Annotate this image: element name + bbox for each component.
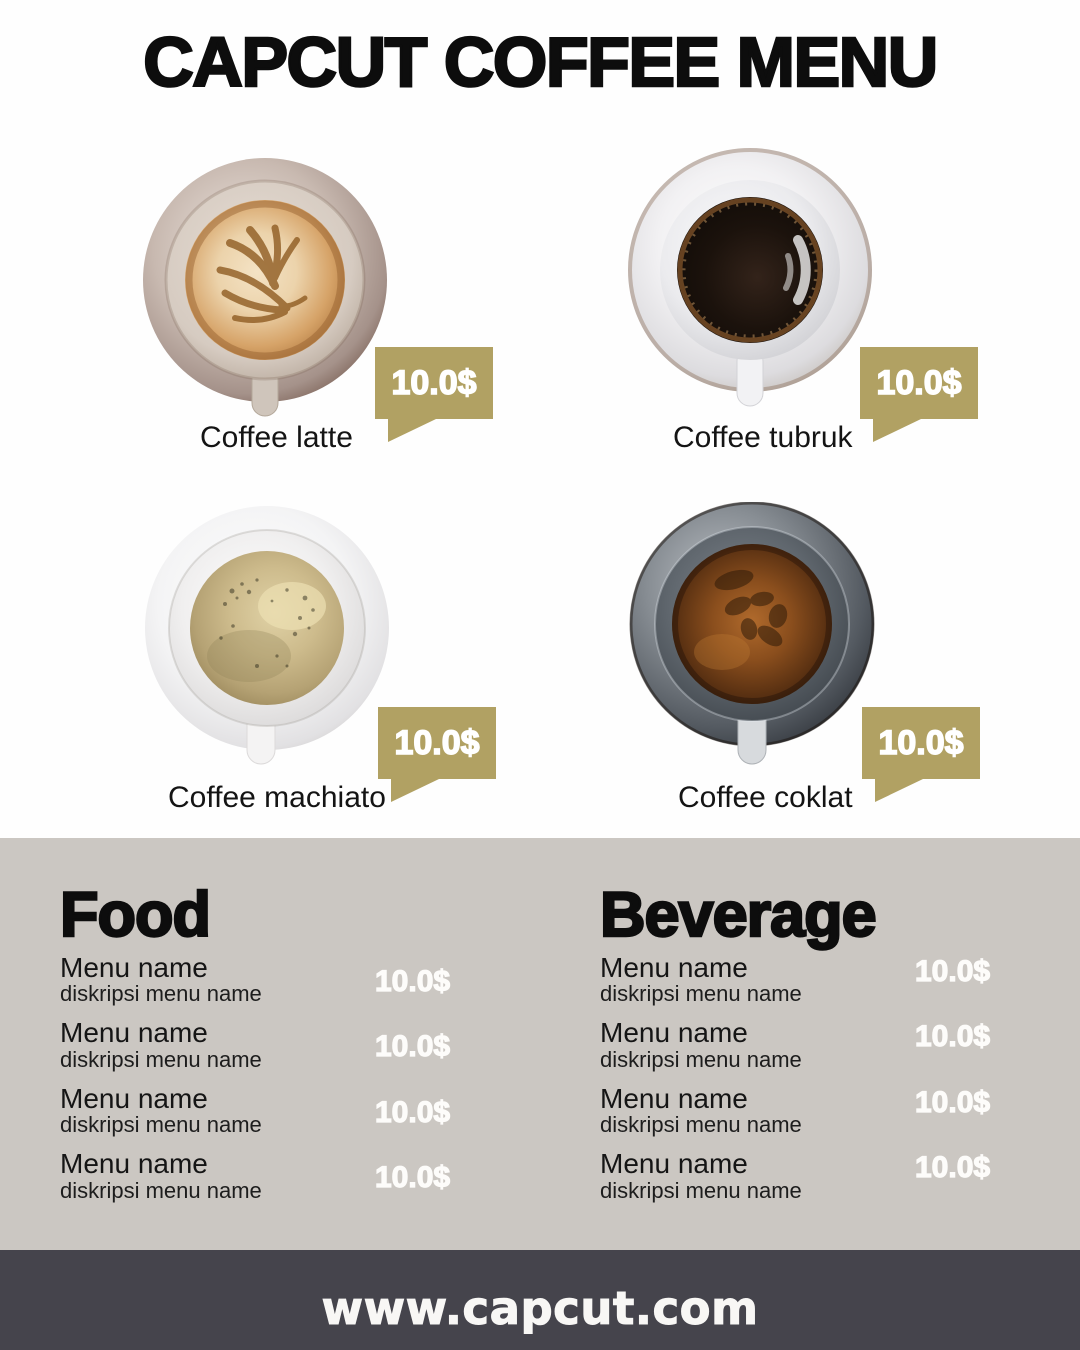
latte-cup-image: [143, 158, 387, 417]
menu-item-description: diskripsi menu name: [600, 1177, 802, 1203]
chocolate-coffee-cup-image: [629, 502, 875, 765]
macchiato-cup-image: [145, 506, 389, 765]
menu-item-name: Menu name: [60, 1148, 208, 1180]
menu-item-row: Menu name diskripsi menu name 10.0$: [600, 1082, 1020, 1138]
menu-item-price: 10.0$: [374, 964, 451, 998]
menu-item-price: 10.0$: [374, 1095, 451, 1129]
menu-item-row: Menu name diskripsi menu name 10.0$: [600, 1148, 1020, 1203]
menu-item-name: Menu name: [60, 1082, 208, 1114]
menu-item-price: 10.0$: [914, 954, 991, 988]
menu-heading-beverage: Beverage: [599, 880, 878, 950]
menu-item-price: 10.0$: [914, 1151, 991, 1185]
price-tag-value: 10.0$: [878, 723, 965, 763]
menu-item-name: Menu name: [600, 1017, 748, 1049]
menu-section-food: Food Menu name diskripsi menu name 10.0$…: [59, 880, 480, 1215]
menu-item-row: Menu name diskripsi menu name 10.0$: [60, 1148, 480, 1203]
menu-item-description: diskripsi menu name: [600, 981, 802, 1007]
menu-item-row: Menu name diskripsi menu name 10.0$: [600, 952, 1020, 1007]
price-tag: 10.0$: [378, 707, 496, 802]
menu-item-name: Menu name: [600, 1148, 748, 1180]
menu-item-description: diskripsi menu name: [60, 1177, 262, 1203]
menu-heading-food: Food: [59, 880, 212, 950]
product-name: Coffee coklat: [678, 781, 853, 814]
product-name: Coffee machiato: [168, 781, 386, 814]
product-name: Coffee tubruk: [673, 421, 853, 454]
price-tag: 10.0$: [375, 347, 493, 442]
menu-item-row: Menu name diskripsi menu name 10.0$: [60, 1082, 480, 1138]
page-title: CAPCUT COFFEE MENU: [142, 22, 940, 103]
menu-item-name: Menu name: [60, 952, 208, 983]
menu-panel: Food Menu name diskripsi menu name 10.0$…: [0, 838, 1080, 1250]
menu-section-beverage: Beverage Menu name diskripsi menu name 1…: [599, 880, 1020, 1215]
price-tag: 10.0$: [862, 707, 980, 802]
menu-item-row: Menu name diskripsi menu name 10.0$: [60, 1017, 480, 1072]
menu-item-description: diskripsi menu name: [60, 1046, 262, 1072]
footer-bar: www.capcut.com: [0, 1250, 1080, 1350]
price-tag-value: 10.0$: [391, 363, 478, 403]
menu-item-row: Menu name diskripsi menu name 10.0$: [60, 952, 480, 1007]
menu-item-name: Menu name: [60, 1017, 208, 1049]
menu-item-price: 10.0$: [914, 1020, 991, 1054]
menu-item-description: diskripsi menu name: [600, 1112, 802, 1138]
menu-item-description: diskripsi menu name: [600, 1046, 802, 1072]
black-coffee-cup-image: [628, 148, 872, 407]
footer-website-url: www.capcut.com: [321, 1281, 759, 1335]
price-tag-value: 10.0$: [394, 723, 481, 763]
product-name: Coffee latte: [200, 421, 353, 454]
menu-item-price: 10.0$: [374, 1030, 451, 1064]
price-tag-value: 10.0$: [876, 363, 963, 403]
menu-item-row: Menu name diskripsi menu name 10.0$: [600, 1017, 1020, 1072]
price-tag: 10.0$: [860, 347, 978, 442]
menu-item-name: Menu name: [600, 952, 748, 983]
menu-item-price: 10.0$: [374, 1161, 451, 1195]
menu-item-description: diskripsi menu name: [60, 981, 262, 1007]
menu-item-price: 10.0$: [914, 1085, 991, 1119]
menu-item-name: Menu name: [600, 1082, 748, 1114]
menu-item-description: diskripsi menu name: [60, 1112, 262, 1138]
